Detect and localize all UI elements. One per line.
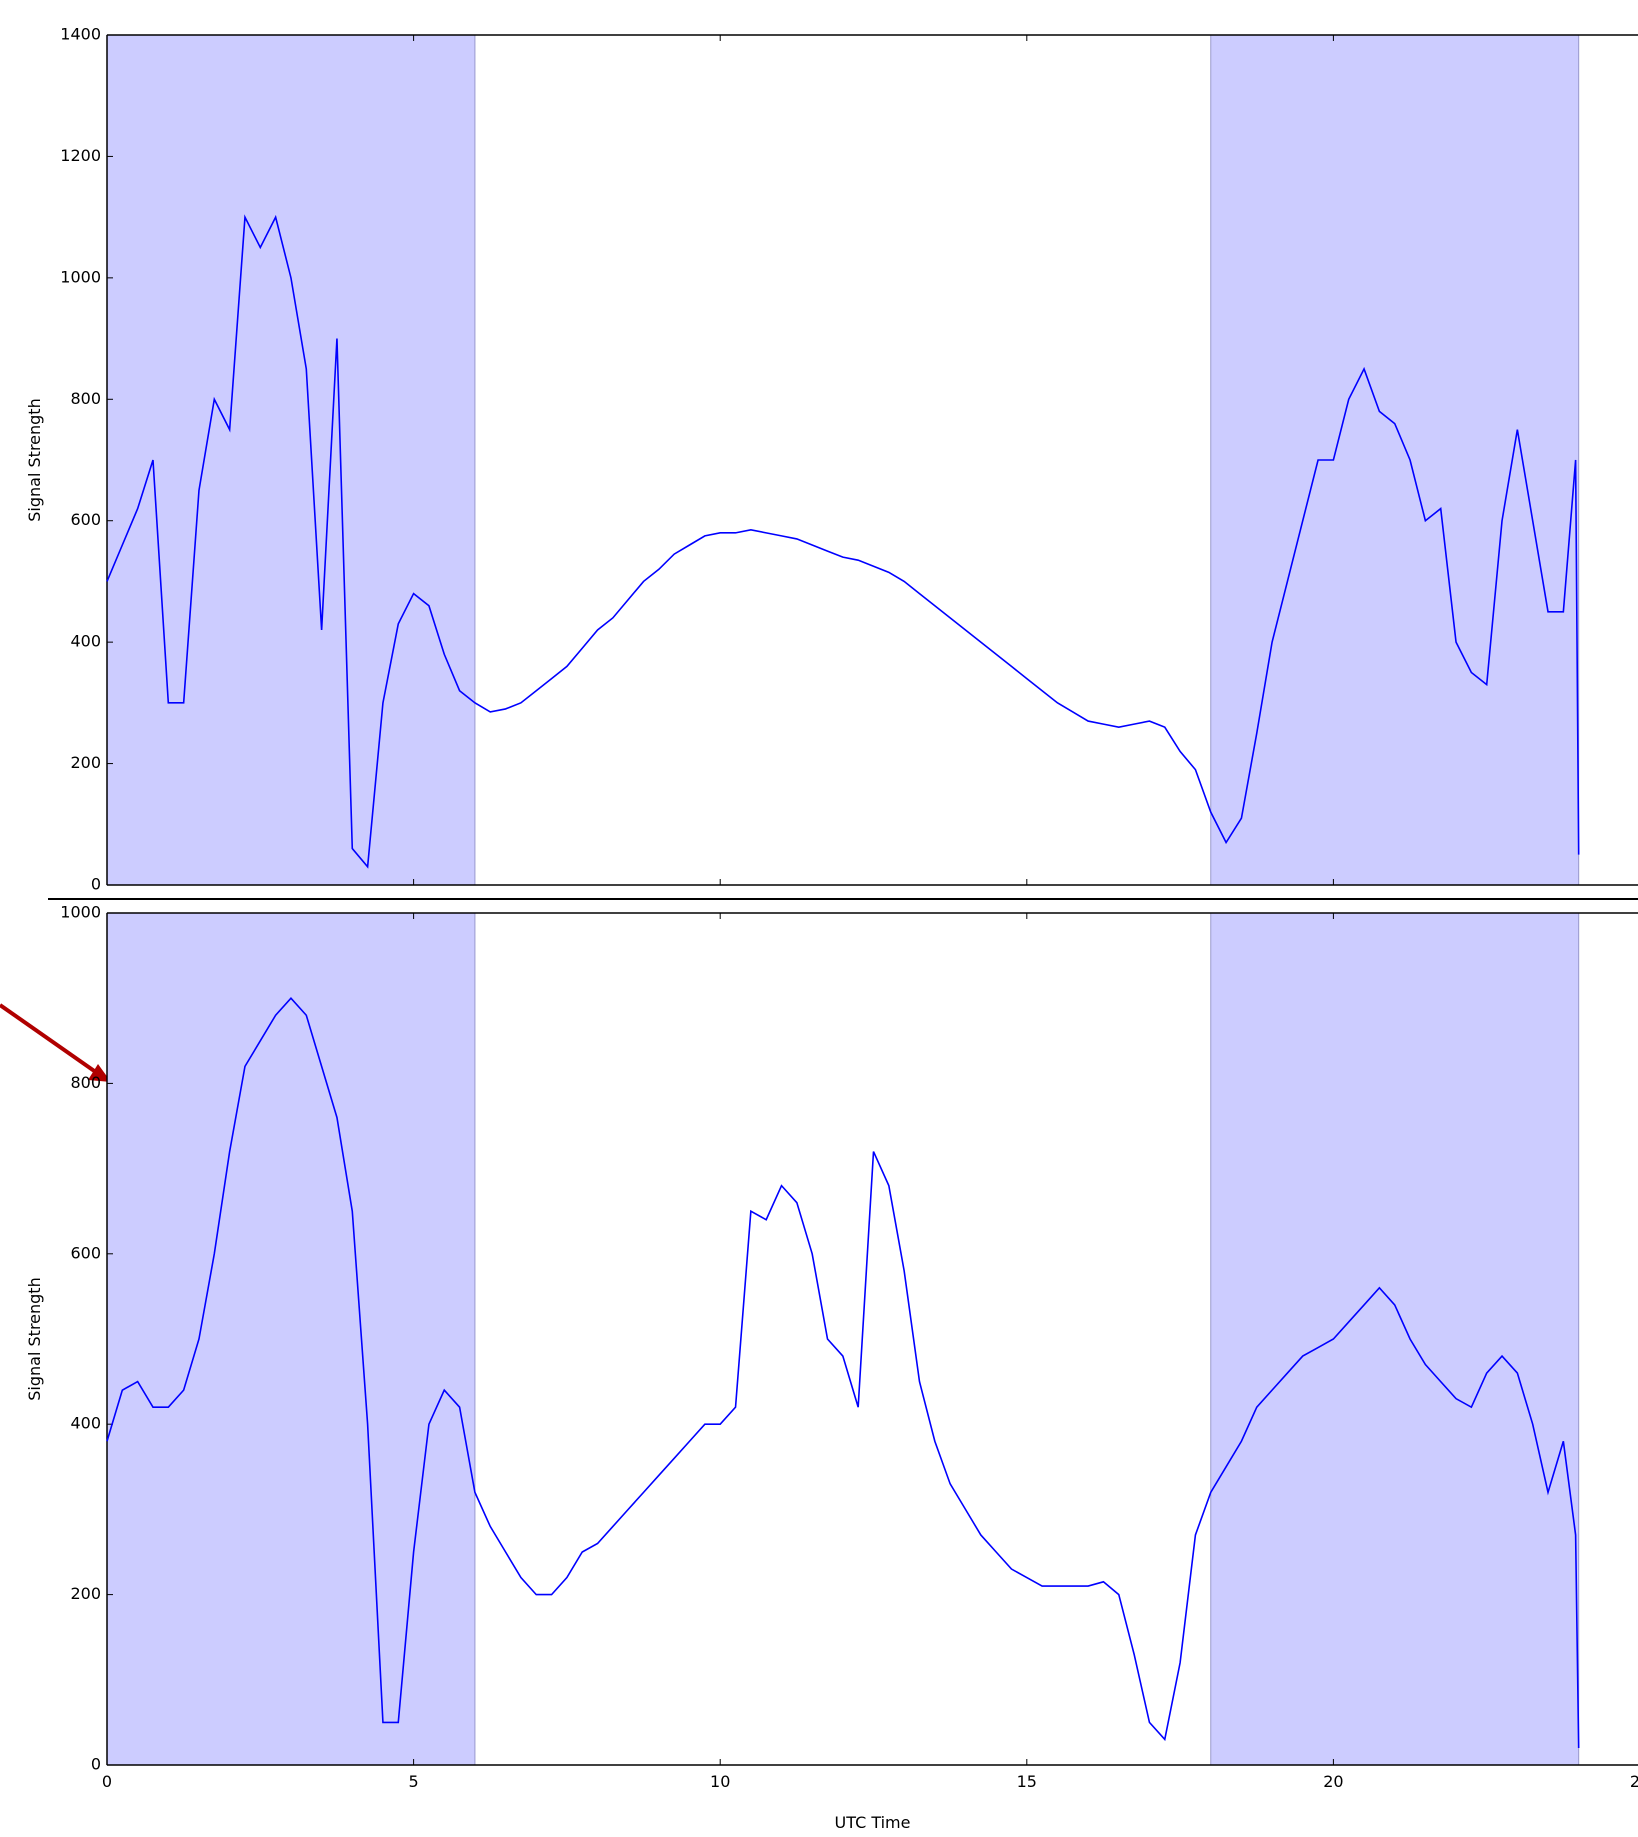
y-tick-label: 200 [70, 1584, 101, 1603]
x-axis-label: UTC Time [835, 1813, 911, 1832]
x-tick-label: 20 [1323, 1772, 1343, 1791]
shaded-span [1210, 912, 1580, 1766]
annotation-arrow [0, 1003, 111, 1082]
x-tick-label: 10 [710, 1772, 730, 1791]
x-tick-label: 5 [409, 1772, 419, 1791]
y-tick-label: 600 [70, 510, 101, 529]
signal-line [106, 214, 1580, 869]
y-tick-label: 0 [91, 875, 101, 894]
y-tick-label: 1200 [60, 146, 101, 165]
signal-line [106, 997, 1580, 1748]
y-tick-label: 800 [70, 1073, 101, 1092]
x-tick-label: 25 [1630, 1772, 1638, 1791]
y-tick-label: 1000 [60, 267, 101, 286]
y-tick-label: 0 [91, 1755, 101, 1774]
y-tick-label: 1000 [60, 903, 101, 922]
y-axis-label: Signal Strength [25, 398, 44, 521]
x-tick-label: 15 [1017, 1772, 1037, 1791]
x-tick-label: 0 [102, 1772, 112, 1791]
shaded-span [1210, 34, 1580, 886]
shaded-span [106, 912, 476, 1766]
y-tick-label: 1400 [60, 25, 101, 44]
y-tick-label: 200 [70, 753, 101, 772]
y-axis-label: Signal Strength [25, 1277, 44, 1400]
y-tick-label: 400 [70, 632, 101, 651]
y-tick-label: 600 [70, 1243, 101, 1262]
y-tick-label: 800 [70, 389, 101, 408]
y-tick-label: 400 [70, 1414, 101, 1433]
shaded-span [106, 34, 476, 886]
